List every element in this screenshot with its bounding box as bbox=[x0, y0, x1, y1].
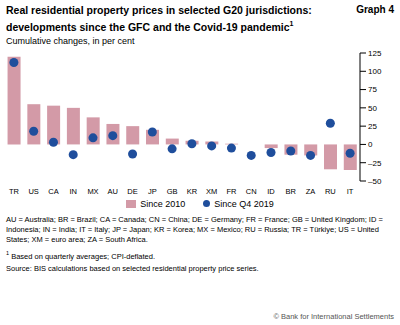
svg-text:FR: FR bbox=[226, 187, 237, 196]
svg-text:CA: CA bbox=[48, 187, 58, 196]
svg-text:ZA: ZA bbox=[306, 187, 316, 196]
html-text:Since Q4 2019: Since Q4 2019 bbox=[214, 198, 274, 209]
svg-text:–25: –25 bbox=[368, 158, 382, 167]
html-text:Source: BIS calculations based: Source: BIS calculations based on select… bbox=[6, 264, 259, 273]
html-text:1Based on quarterly averages;: 1Based on quarterly averages; CPI-deflat… bbox=[6, 249, 155, 260]
svg-text:TR: TR bbox=[9, 187, 20, 196]
svg-text:ID: ID bbox=[267, 187, 275, 196]
svg-text:IN: IN bbox=[69, 187, 77, 196]
html-text:Cumulative changes, in per cen: Cumulative changes, in per cent bbox=[6, 35, 135, 46]
svg-text:125: 125 bbox=[368, 48, 382, 57]
svg-text:JP: JP bbox=[148, 187, 157, 196]
svg-text:AU: AU bbox=[108, 187, 118, 196]
svg-text:DE: DE bbox=[127, 187, 137, 196]
svg-text:KR: KR bbox=[187, 187, 198, 196]
svg-text:MX: MX bbox=[87, 187, 98, 196]
svg-text:CN: CN bbox=[246, 187, 257, 196]
svg-text:GB: GB bbox=[167, 187, 178, 196]
html-text:Real residential property pric: Real residential property prices in sele… bbox=[6, 4, 312, 33]
svg-text:IT: IT bbox=[347, 187, 354, 196]
html-text:AU = Australia; BR = Brazil; C: AU = Australia; BR = Brazil; CA = Canada… bbox=[6, 214, 383, 244]
svg-text:75: 75 bbox=[368, 85, 377, 94]
svg-text:RU: RU bbox=[325, 187, 336, 196]
svg-text:25: 25 bbox=[368, 121, 377, 130]
svg-text:100: 100 bbox=[368, 67, 382, 76]
svg-text:0: 0 bbox=[368, 140, 373, 149]
svg-text:50: 50 bbox=[368, 103, 377, 112]
html-text:© Bank for International Settl: © Bank for International Settlements bbox=[273, 312, 394, 321]
html-text:Graph 4: Graph 4 bbox=[356, 4, 394, 15]
html-text:Since 2010: Since 2010 bbox=[140, 198, 186, 209]
svg-text:US: US bbox=[28, 187, 38, 196]
svg-text:XM: XM bbox=[206, 187, 217, 196]
svg-text:–50: –50 bbox=[368, 176, 382, 185]
svg-text:BR: BR bbox=[286, 187, 297, 196]
